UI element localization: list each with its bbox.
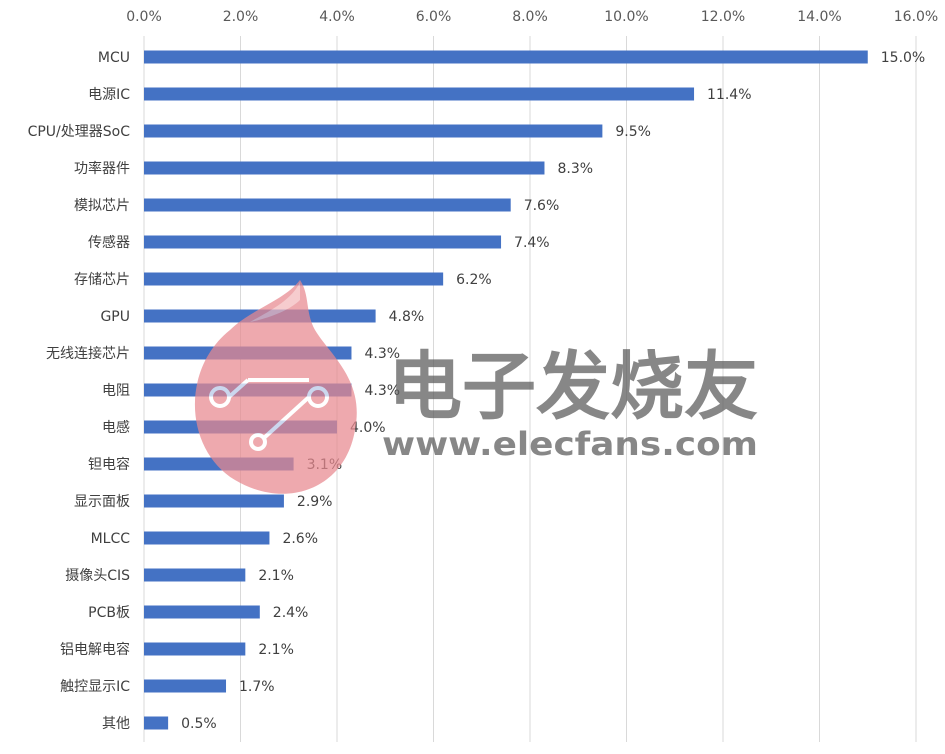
category-label: 铝电解电容 [60,641,130,658]
x-axis-ticks: 0.0% 2.0% 4.0% 6.0% 8.0% 10.0% 12.0% 14.0% 16.0% [126,9,938,25]
bars [144,50,868,730]
data-label: 1.7% [239,679,275,695]
data-label: 7.6% [524,198,560,214]
data-label: 0.5% [181,716,217,732]
data-label: 4.0% [350,420,386,436]
bar [144,679,227,693]
x-tick-label: 16.0% [894,9,938,25]
bar [144,87,695,101]
data-label: 15.0% [881,50,925,66]
watermark-logo-icon [194,280,357,494]
data-label: 2.6% [282,531,318,547]
category-label: 钽电容 [88,456,130,473]
bar [144,716,169,730]
bar [144,272,444,286]
category-label: 电感 [102,419,130,436]
x-tick-label: 8.0% [512,9,548,25]
x-tick-label: 4.0% [319,9,355,25]
bar [144,568,246,582]
category-label: 摄像头CIS [65,568,130,584]
data-label: 4.8% [389,309,425,325]
bar [144,161,545,175]
x-tick-label: 6.0% [416,9,452,25]
data-label: 2.9% [297,494,333,510]
category-label: 传感器 [88,234,130,251]
data-label: 11.4% [707,87,751,103]
data-label: 4.3% [364,383,400,399]
x-tick-label: 14.0% [797,9,841,25]
bar [144,50,868,64]
data-label: 6.2% [456,272,492,288]
category-label: 存储芯片 [74,272,130,288]
watermark-url: www.elecfans.com [382,425,758,463]
data-label: 2.4% [273,605,309,621]
bar [144,531,270,545]
category-label: MLCC [91,531,131,547]
category-label: 其他 [102,716,130,732]
bar [144,198,511,212]
data-label: 8.3% [557,161,593,177]
x-tick-label: 10.0% [604,9,648,25]
category-label: 模拟芯片 [74,198,130,214]
x-tick-label: 2.0% [223,9,259,25]
category-label: 功率器件 [74,160,130,177]
data-label: 2.1% [258,642,294,658]
data-label: 2.1% [258,568,294,584]
grid-lines [143,36,917,742]
bar [144,494,284,508]
category-label: GPU [100,309,130,325]
x-tick-label: 0.0% [126,9,162,25]
category-label: MCU [98,50,130,66]
watermark: 电子发烧友 www.elecfans.com [194,280,758,494]
data-label: 4.3% [364,346,400,362]
bar [144,642,246,656]
bar [144,235,502,249]
category-label: PCB板 [88,605,130,621]
x-tick-label: 12.0% [701,9,745,25]
data-label: 7.4% [514,235,550,251]
category-label: CPU/处理器SoC [28,124,131,140]
category-label: 显示面板 [74,494,130,510]
bar [144,605,260,619]
bar [144,124,603,138]
category-label: 电阻 [102,383,130,399]
data-label: 9.5% [615,124,651,140]
category-label: 电源IC [88,87,130,103]
category-label: 触控显示IC [60,679,130,695]
category-label: 无线连接芯片 [46,345,130,362]
watermark-title: 电子发烧友 [388,344,758,430]
